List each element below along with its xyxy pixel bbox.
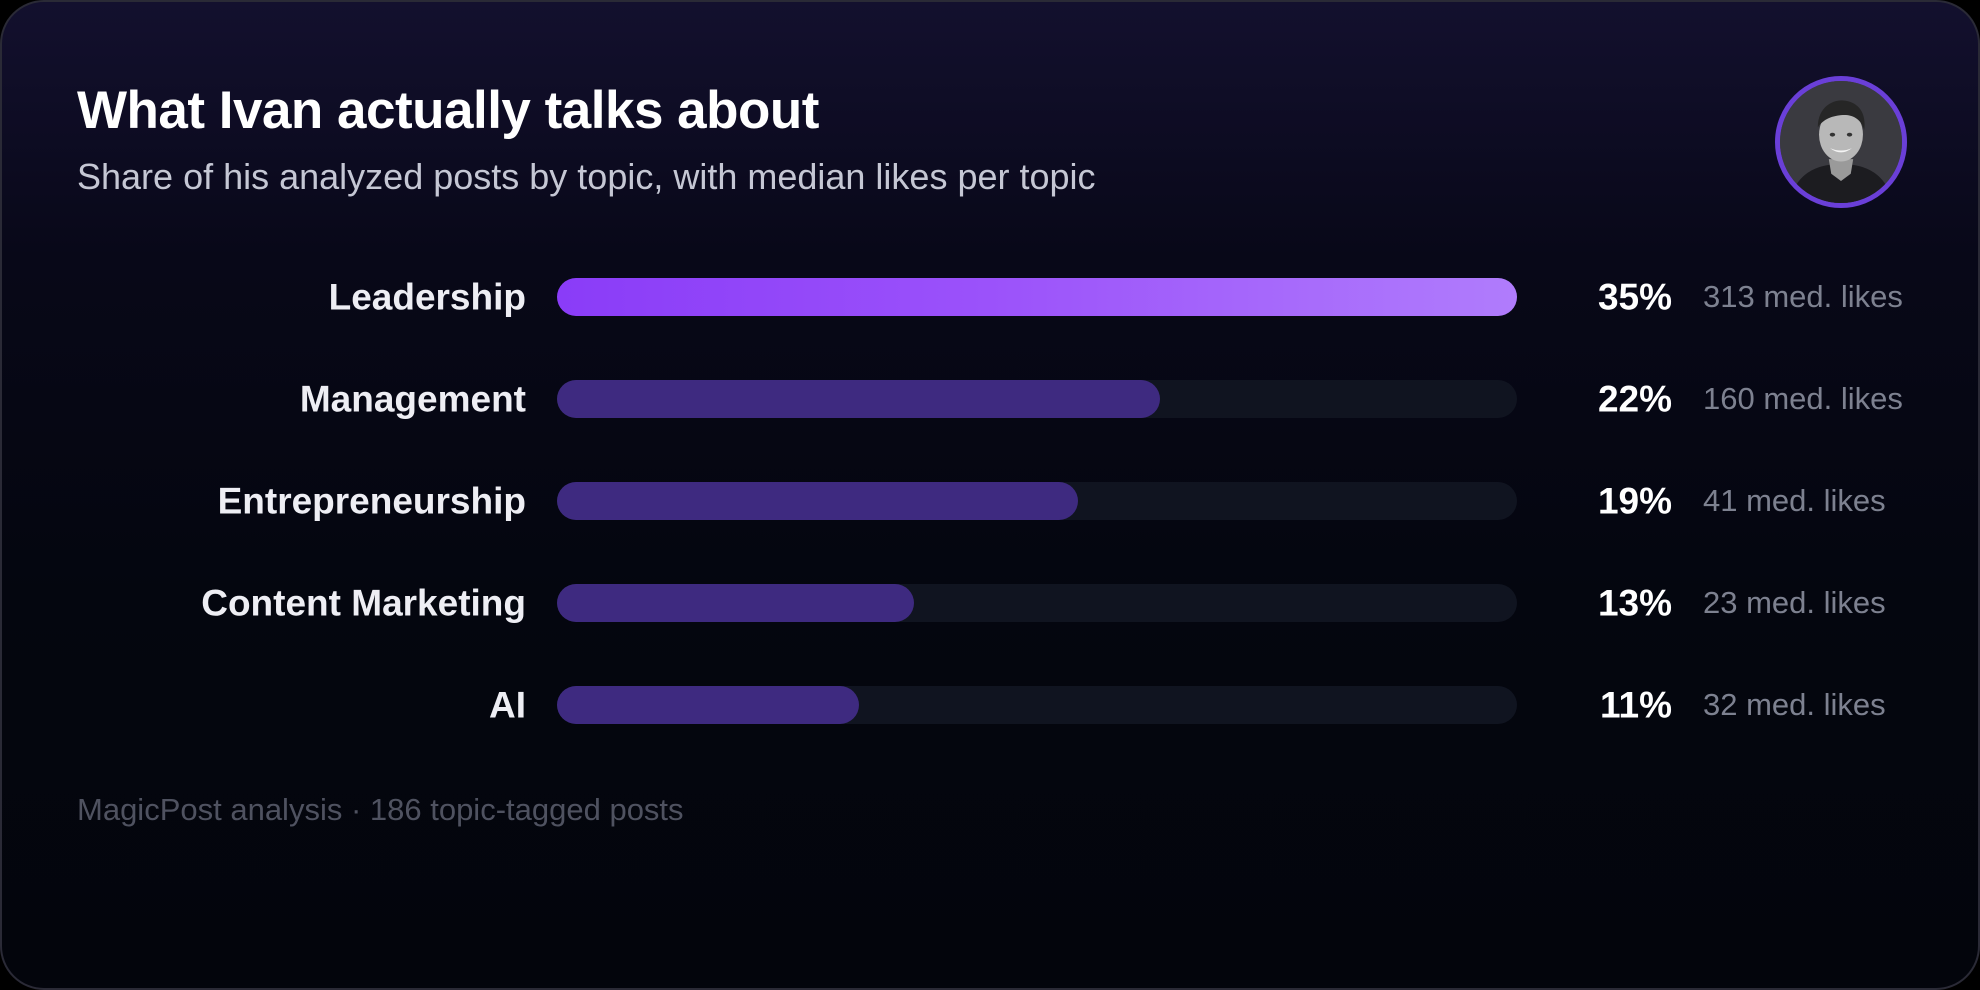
bar-track [557, 584, 1517, 622]
category-label: Content Marketing [201, 582, 526, 624]
median-likes-label: 313 med. likes [1703, 279, 1903, 314]
value-label: 22% [1597, 378, 1672, 420]
bar [557, 686, 859, 724]
bar-track [557, 686, 1517, 724]
category-label: Leadership [328, 276, 526, 318]
bar-track [557, 380, 1517, 418]
bar [557, 278, 1517, 316]
median-likes-label: 23 med. likes [1703, 585, 1886, 620]
value-label: 35% [1597, 276, 1672, 318]
value-label: 13% [1597, 582, 1672, 624]
category-label: AI [489, 684, 526, 726]
bar [557, 380, 1160, 418]
bar [557, 584, 914, 622]
median-likes-label: 160 med. likes [1703, 381, 1903, 416]
chart-title: What Ivan actually talks about [77, 81, 819, 140]
chart-footer: MagicPost analysis · 186 topic-tagged po… [77, 792, 684, 827]
median-likes-label: 32 med. likes [1703, 687, 1886, 722]
chart-subtitle: Share of his analyzed posts by topic, wi… [77, 156, 1096, 197]
value-label: 11% [1599, 684, 1672, 726]
bar [557, 482, 1078, 520]
median-likes-label: 41 med. likes [1703, 483, 1886, 518]
profile-photo-icon [1780, 81, 1902, 203]
value-label: 19% [1597, 480, 1672, 522]
bar-track [557, 482, 1517, 520]
avatar [1775, 76, 1907, 208]
category-label: Entrepreneurship [217, 480, 526, 522]
category-label: Management [299, 378, 526, 420]
bar-track [557, 278, 1517, 316]
